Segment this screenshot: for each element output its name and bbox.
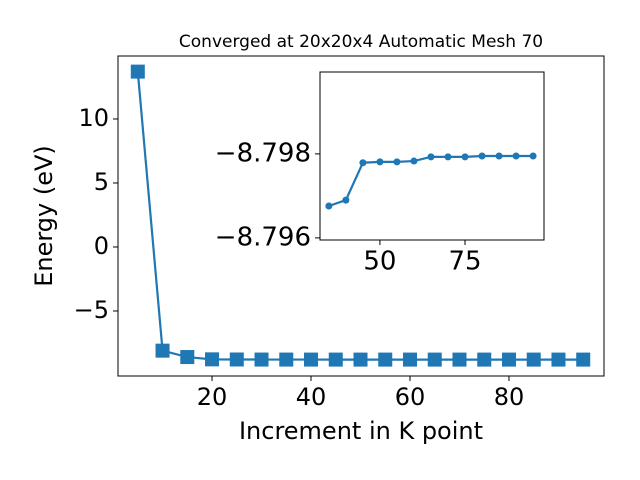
marker: [328, 352, 343, 367]
y-tick-label: −8.798: [215, 138, 311, 168]
marker: [402, 352, 417, 367]
marker: [130, 64, 145, 79]
x-tick-label: 40: [296, 383, 327, 411]
marker: [576, 352, 591, 367]
marker: [180, 350, 195, 365]
plot-frame: [117, 55, 605, 377]
marker: [376, 158, 384, 166]
x-tick-label: 60: [395, 383, 426, 411]
marker: [501, 352, 516, 367]
y-tick-label: 5: [94, 168, 109, 196]
marker: [254, 352, 269, 367]
y-tick-label: 10: [78, 104, 109, 132]
marker: [325, 202, 333, 210]
x-tick-label: 20: [197, 383, 228, 411]
marker: [279, 352, 294, 367]
marker: [478, 152, 486, 160]
chart-title: Converged at 20x20x4 Automatic Mesh 70: [179, 32, 543, 52]
marker: [551, 352, 566, 367]
marker: [229, 352, 244, 367]
x-axis-label: Increment in K point: [239, 417, 483, 445]
y-axis-label: Energy (eV): [30, 145, 58, 287]
marker: [526, 352, 541, 367]
marker: [304, 352, 319, 367]
marker: [529, 152, 537, 160]
marker: [410, 157, 418, 165]
marker: [461, 153, 469, 161]
marker: [342, 196, 350, 204]
marker: [359, 159, 367, 167]
x-tick-label: 80: [494, 383, 525, 411]
marker: [155, 343, 170, 358]
marker: [427, 153, 435, 161]
y-tick-label: −5: [74, 296, 109, 324]
marker: [495, 152, 503, 160]
marker: [444, 153, 452, 161]
marker: [427, 352, 442, 367]
marker: [205, 352, 220, 367]
x-tick-label: 50: [363, 247, 396, 277]
y-tick-label: 0: [94, 232, 109, 260]
marker: [452, 352, 467, 367]
marker: [378, 352, 393, 367]
marker: [477, 352, 492, 367]
y-tick-label: −8.796: [215, 222, 311, 252]
plot-frame: [319, 71, 545, 241]
marker: [393, 158, 401, 166]
marker: [512, 152, 520, 160]
x-tick-label: 75: [448, 247, 481, 277]
marker: [353, 352, 368, 367]
